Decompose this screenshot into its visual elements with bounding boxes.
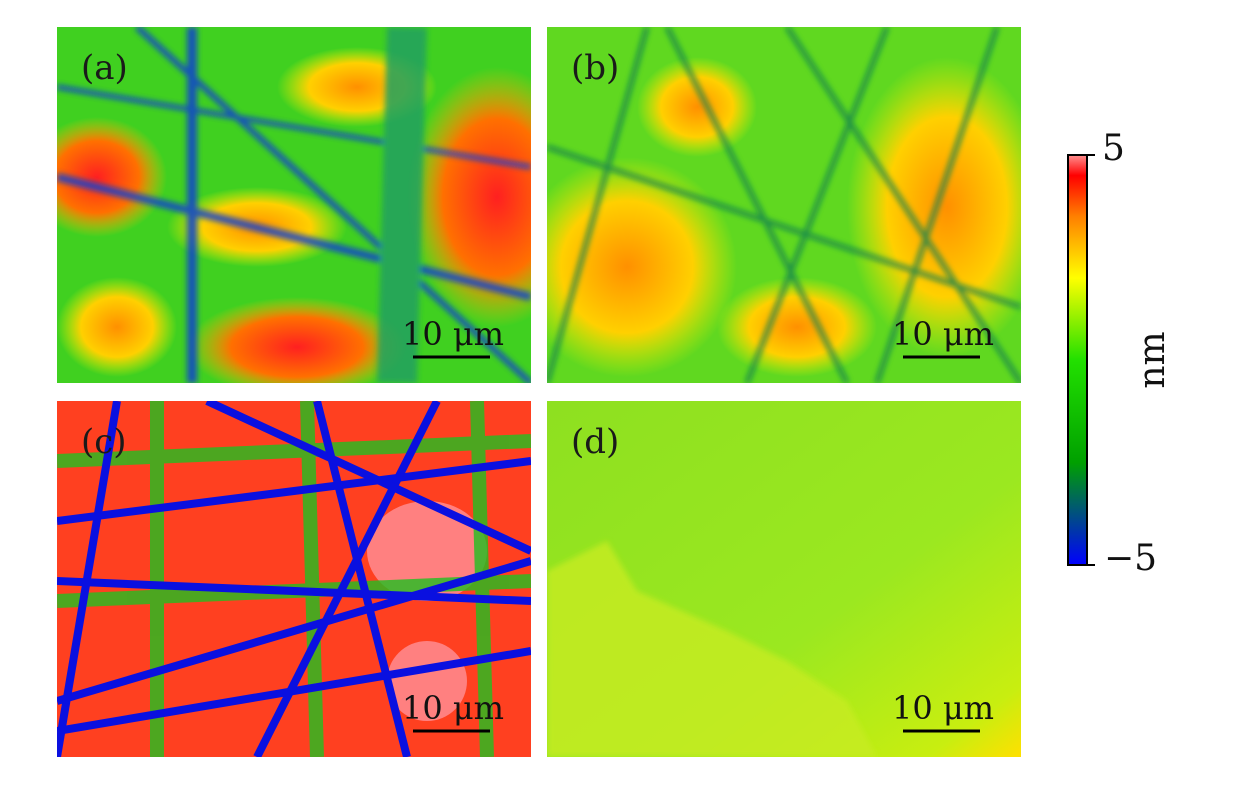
colorbar-label: nm: [1132, 331, 1173, 388]
scale-bar-label: 10 μm: [892, 689, 994, 727]
colorbar-tick-label: 5: [1102, 128, 1125, 169]
panel: (c) 10 μm: [57, 401, 531, 757]
panel-label: (a): [81, 48, 128, 88]
panel: (d) 10 μm: [547, 401, 1021, 757]
colorbar: [1067, 154, 1088, 566]
panel-label: (c): [81, 422, 127, 462]
scale-bar-label: 10 μm: [892, 315, 994, 353]
panel-label: (d): [571, 422, 619, 462]
scale-bar-label: 10 μm: [402, 315, 504, 353]
panel: (a) 10 μm: [57, 27, 531, 383]
panel: (b) 10 μm: [547, 27, 1021, 383]
colorbar-tick-label: −5: [1104, 538, 1157, 579]
panel-label: (b): [571, 48, 619, 88]
scale-bar-label: 10 μm: [402, 689, 504, 727]
